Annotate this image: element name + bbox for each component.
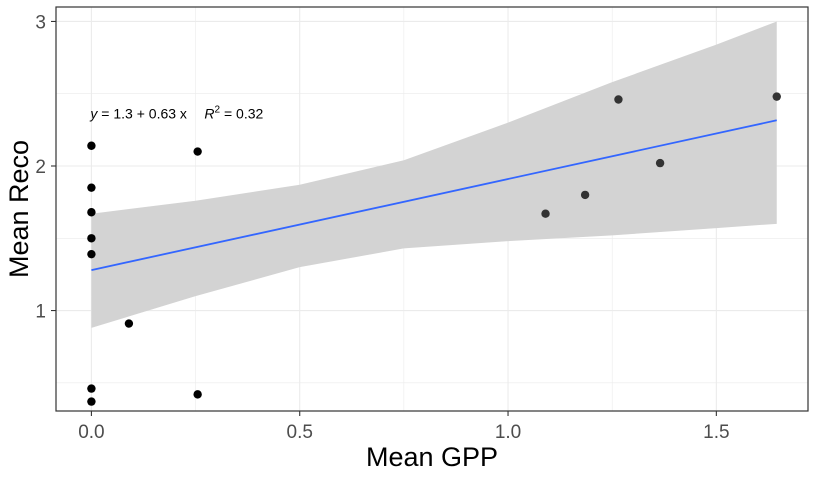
y-axis: 1 2 3 <box>35 12 56 323</box>
data-point <box>87 384 96 393</box>
x-axis-title: Mean GPP <box>366 442 498 472</box>
equation-rest: = 1.3 + 0.63 x <box>97 105 187 121</box>
data-point <box>87 397 96 406</box>
data-point <box>580 190 590 200</box>
x-tick-label: 1.0 <box>495 422 521 443</box>
r-squared-text: R2 = 0.32 <box>204 104 263 121</box>
confidence-band-group <box>91 21 777 328</box>
data-point <box>87 183 96 192</box>
equation-text: y = 1.3 + 0.63 x <box>89 105 187 121</box>
regression-equation: y = 1.3 + 0.63 x R2 = 0.32 <box>89 104 263 121</box>
data-point <box>87 141 96 150</box>
data-point <box>87 208 96 217</box>
data-point <box>87 249 96 259</box>
y-tick-label: 1 <box>35 302 46 323</box>
regression-line-group <box>91 119 777 271</box>
x-tick-label: 1.5 <box>703 422 729 443</box>
panel-border <box>55 6 809 412</box>
data-point <box>772 92 781 101</box>
data-point <box>124 319 134 328</box>
x-axis: 0.0 0.5 1.0 1.5 <box>78 411 730 443</box>
data-point <box>614 95 623 104</box>
r-squared-superscript: 2 <box>215 104 221 115</box>
regression-line <box>91 119 777 271</box>
data-point <box>87 234 96 243</box>
confidence-band <box>91 21 777 328</box>
data-point <box>655 158 665 168</box>
data-point <box>193 147 202 156</box>
x-tick-label: 0.0 <box>78 422 104 443</box>
equation-y: y <box>89 105 98 121</box>
data-point <box>541 209 550 218</box>
y-tick-label: 2 <box>35 157 46 178</box>
data-points <box>87 92 781 406</box>
x-tick-label: 0.5 <box>287 422 313 443</box>
r-squared-r: R <box>204 105 214 121</box>
y-tick-label: 3 <box>35 12 46 33</box>
y-axis-title: Mean Reco <box>4 140 34 278</box>
r-squared-value: = 0.32 <box>220 105 263 121</box>
data-point <box>193 390 202 399</box>
